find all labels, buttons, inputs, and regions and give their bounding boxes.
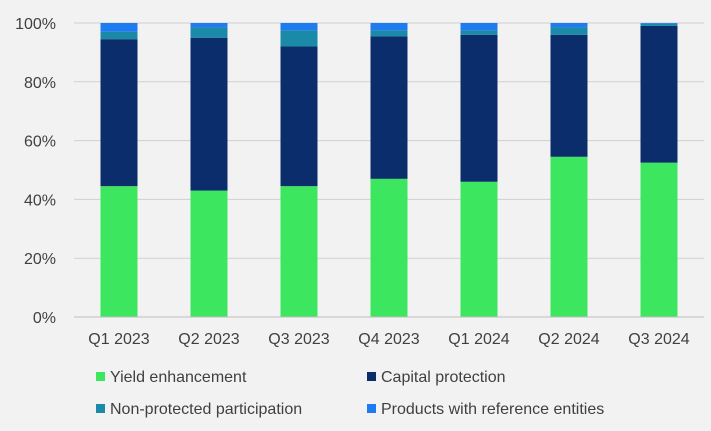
x-axis-tick-labels: Q1 2023 Q2 2023 Q3 2023 Q4 2023 Q1 2024 Q2 20… [88,331,689,348]
x-tick-label: Q1 2024 [448,331,509,348]
x-tick-label: Q2 2023 [178,331,239,348]
bar-stack [550,23,588,317]
bar-segment [370,178,408,317]
legend-label: Capital protection [381,369,506,386]
y-tick-label: 40% [24,192,56,209]
bar-stack [460,23,498,317]
legend-item: Products with reference entities [367,401,604,418]
bar-segment [280,23,318,31]
bar-segment [100,31,138,40]
legend-swatch [367,372,376,381]
y-tick-label: 100% [15,16,56,33]
bar-segment [640,23,678,26]
bar-segment [100,23,138,32]
bar-segment [190,27,228,38]
legend-item: Yield enhancement [96,369,247,386]
bar-segment [280,46,318,187]
bar-stack [280,23,318,317]
bar-stack [370,23,408,317]
y-tick-label: 60% [24,134,56,151]
bar-segment [190,37,228,191]
bar-segment [460,34,498,182]
bar-segment [550,27,588,35]
bar-segment [100,39,138,187]
y-tick-label: 80% [24,75,56,92]
legend: Yield enhancement Capital protection Non-p… [96,369,604,418]
legend-swatch [96,404,105,413]
bar-segment [190,190,228,317]
x-tick-label: Q4 2023 [358,331,419,348]
x-tick-label: Q3 2023 [268,331,329,348]
bar-segment [190,23,228,28]
bar-segment [280,30,318,47]
y-tick-label: 0% [33,310,56,327]
bar-segment [640,23,678,24]
legend-label: Non-protected participation [110,401,302,418]
bar-segment [550,156,588,317]
bar-segment [100,186,138,317]
x-tick-label: Q1 2023 [88,331,149,348]
bar-segment [640,25,678,163]
bar-segment [550,23,588,28]
bar-segment [370,30,408,37]
y-axis-tick-labels: 0% 20% 40% 60% 80% 100% [15,16,56,327]
bar-stacks [100,23,678,317]
bar-segment [370,23,408,31]
legend-label: Yield enhancement [110,369,247,386]
bar-segment [460,23,498,31]
legend-item: Non-protected participation [96,401,302,418]
bar-stack [190,23,228,317]
x-tick-label: Q3 2024 [628,331,689,348]
bar-stack [640,23,678,317]
x-tick-label: Q2 2024 [538,331,599,348]
bar-segment [460,30,498,35]
bar-stack [100,23,138,317]
y-tick-label: 20% [24,251,56,268]
legend-swatch [367,404,376,413]
bar-segment [370,36,408,179]
bar-segment [640,162,678,317]
bar-segment [550,34,588,157]
legend-item: Capital protection [367,369,506,386]
bar-segment [460,181,498,317]
legend-label: Products with reference entities [381,401,604,418]
legend-swatch [96,372,105,381]
bar-segment [280,186,318,317]
